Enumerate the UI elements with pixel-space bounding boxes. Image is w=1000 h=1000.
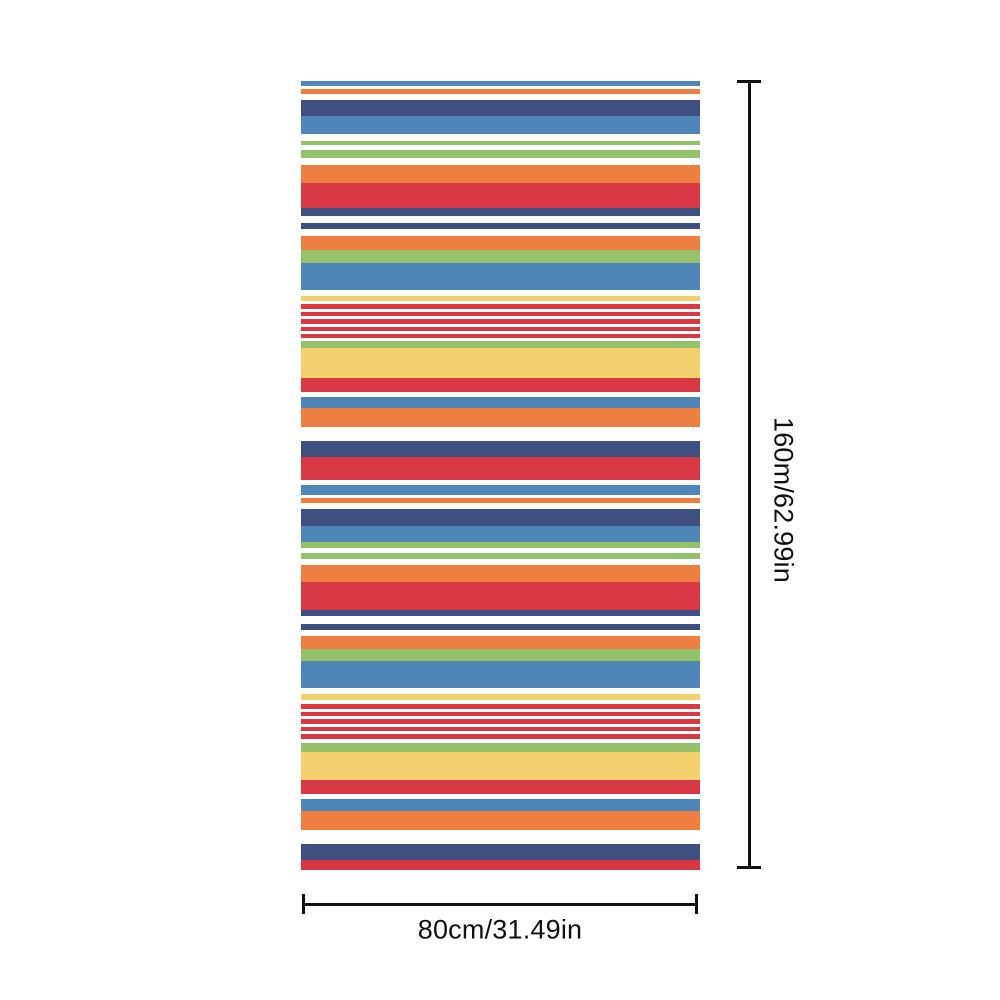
stripe-red xyxy=(301,457,700,480)
stripe-white xyxy=(301,548,700,553)
stripe-blue xyxy=(301,661,700,688)
stripe-white xyxy=(301,94,700,100)
stripe-green xyxy=(301,649,700,661)
stripe-white xyxy=(301,324,700,327)
stripe-white xyxy=(301,724,700,727)
stripe-white xyxy=(301,716,700,719)
stripe-navy xyxy=(301,610,700,616)
stripe-green xyxy=(301,250,700,263)
stripe-red xyxy=(301,378,700,392)
stripe-navy xyxy=(301,624,700,630)
stripe-white xyxy=(301,216,700,223)
stripe-navy xyxy=(301,223,700,229)
stripe-white xyxy=(301,559,700,565)
stripe-red xyxy=(301,334,700,338)
stripe-white xyxy=(301,630,700,636)
stripe-orange xyxy=(301,89,700,94)
width-dimension-cap-right xyxy=(695,894,698,914)
height-dimension-cap-bottom xyxy=(737,866,761,869)
stripe-red xyxy=(301,304,700,309)
stripe-white xyxy=(301,794,700,799)
stripe-white xyxy=(301,331,700,334)
stripe-red xyxy=(301,582,700,610)
stripe-green xyxy=(301,341,700,348)
stripe-navy xyxy=(301,208,700,216)
stripe-green xyxy=(301,141,700,145)
width-dimension-line xyxy=(303,903,697,906)
stripe-white xyxy=(301,495,700,498)
height-dimension-label: 160m/62.99in xyxy=(768,416,799,584)
stripe-green xyxy=(301,553,700,559)
stripe-yellow xyxy=(301,348,700,378)
stripe-blue xyxy=(301,397,700,408)
stripe-green xyxy=(301,542,700,548)
stripe-yellow xyxy=(301,296,700,301)
stripe-orange xyxy=(301,165,700,183)
height-dimension-cap-top xyxy=(737,80,761,83)
stripe-orange xyxy=(301,498,700,503)
striped-towel-image xyxy=(301,81,700,883)
stripe-white xyxy=(301,731,700,734)
stripe-blue xyxy=(301,116,700,134)
stripe-white xyxy=(301,616,700,624)
stripe-navy xyxy=(301,844,700,860)
stripe-red xyxy=(301,183,700,208)
stripe-red xyxy=(301,727,700,731)
stripe-blue xyxy=(301,526,700,542)
stripe-white xyxy=(301,427,700,441)
stripe-white xyxy=(301,338,700,341)
stripe-red xyxy=(301,719,700,724)
stripe-orange xyxy=(301,811,700,830)
stripe-red xyxy=(301,704,700,709)
stripe-red xyxy=(301,312,700,316)
stripe-white xyxy=(301,503,700,509)
stripe-white xyxy=(301,700,700,704)
stripe-blue xyxy=(301,263,700,290)
stripe-white xyxy=(301,739,700,743)
stripe-red xyxy=(301,734,700,739)
stripe-white xyxy=(301,316,700,319)
stripe-orange xyxy=(301,408,700,427)
stripe-orange xyxy=(301,636,700,649)
stripe-white xyxy=(301,688,700,694)
stripe-white xyxy=(301,86,700,89)
stripe-red xyxy=(301,327,700,331)
stripe-blue xyxy=(301,485,700,495)
stripe-white xyxy=(301,290,700,296)
stripe-white xyxy=(301,309,700,312)
stripe-yellow xyxy=(301,752,700,780)
width-dimension-label: 80cm/31.49in xyxy=(417,914,583,945)
stripe-red xyxy=(301,319,700,324)
stripe-white xyxy=(301,134,700,141)
stripe-white xyxy=(301,301,700,304)
stripe-green xyxy=(301,743,700,752)
stripe-navy xyxy=(301,441,700,457)
stripe-red xyxy=(301,780,700,794)
stripe-red xyxy=(301,860,700,870)
width-dimension-cap-left xyxy=(302,894,305,914)
stripe-green xyxy=(301,150,700,158)
stripe-navy xyxy=(301,100,700,116)
height-dimension-line xyxy=(748,82,751,868)
stripe-white xyxy=(301,392,700,397)
stripe-blue xyxy=(301,81,700,86)
stripe-orange xyxy=(301,236,700,250)
stripe-navy xyxy=(301,509,700,526)
stripe-white xyxy=(301,145,700,150)
stripe-white xyxy=(301,830,700,844)
stripe-white xyxy=(301,229,700,236)
stripe-orange xyxy=(301,565,700,582)
stripe-blue xyxy=(301,799,700,811)
stripe-white xyxy=(301,709,700,712)
stripe-white xyxy=(301,480,700,485)
stripe-white xyxy=(301,158,700,165)
stripe-yellow xyxy=(301,694,700,700)
stripe-red xyxy=(301,712,700,716)
